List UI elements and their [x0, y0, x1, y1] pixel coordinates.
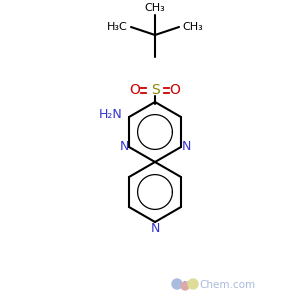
Circle shape — [181, 282, 189, 290]
Text: N: N — [119, 140, 129, 154]
Text: S: S — [151, 83, 159, 97]
Text: H₂N: H₂N — [99, 107, 123, 121]
Text: CH₃: CH₃ — [145, 3, 165, 13]
Circle shape — [188, 279, 198, 289]
Text: N: N — [150, 223, 160, 236]
Text: H₃C: H₃C — [106, 22, 128, 32]
Text: O: O — [169, 83, 180, 97]
Text: N: N — [181, 140, 191, 154]
Text: N: N — [182, 281, 188, 290]
Text: O: O — [130, 83, 140, 97]
Text: Chem.com: Chem.com — [199, 280, 255, 290]
Circle shape — [172, 279, 182, 289]
Text: CH₃: CH₃ — [183, 22, 203, 32]
